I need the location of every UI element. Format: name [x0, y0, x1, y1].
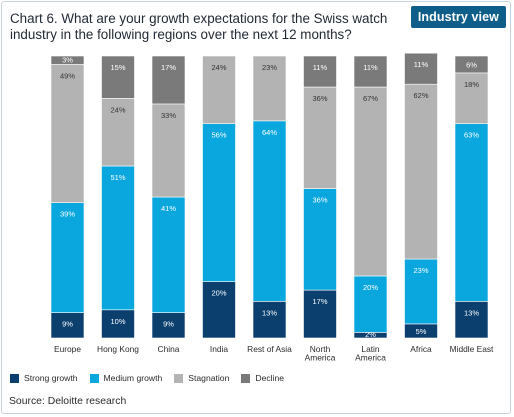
data-label-north-america-decline: 11% [313, 63, 328, 72]
bar-segment-middle-east-stagnation [454, 72, 489, 124]
data-label-hong-kong-stagnation: 24% [110, 105, 125, 114]
bar-segment-rest-of-asia-strong-growth [252, 301, 287, 339]
data-label-europe-decline: 3% [62, 55, 73, 64]
data-label-latin-america-stagnation: 67% [363, 94, 378, 103]
category-label-india: India [210, 344, 229, 354]
bar-segment-africa-decline [404, 52, 438, 85]
category-label-middle-east: Middle East [450, 344, 494, 354]
data-label-china-decline: 17% [161, 63, 176, 72]
data-label-china-strong-growth: 9% [163, 320, 174, 329]
bar-segment-middle-east-decline [454, 55, 489, 74]
data-label-india-strong-growth: 20% [211, 289, 226, 298]
category-label-china: China [158, 344, 180, 354]
bar-segment-north-america-stagnation [303, 86, 337, 189]
category-label-africa: Africa [410, 344, 432, 354]
data-label-north-america-medium-growth: 36% [312, 196, 327, 205]
data-label-middle-east-stagnation: 18% [464, 80, 479, 89]
bar-segment-rest-of-asia-stagnation [252, 55, 287, 122]
bar-segment-india-stagnation [202, 55, 236, 124]
bar-segment-europe-stagnation [50, 64, 85, 203]
legend-swatch-stagnation [174, 373, 184, 383]
bar-segment-latin-america-decline [353, 55, 388, 88]
bar-segment-latin-america-stagnation [353, 86, 388, 277]
bar-segment-north-america-decline [303, 55, 337, 88]
legend-label-medium-growth: Medium growth [103, 373, 163, 383]
category-label-latin-america: Latin America [355, 344, 386, 363]
data-label-india-stagnation: 24% [211, 63, 226, 72]
legend-label-stagnation: Stagnation [188, 373, 230, 383]
bar-segment-hong-kong-decline [101, 55, 135, 99]
data-label-africa-decline: 11% [414, 60, 429, 69]
data-label-middle-east-medium-growth: 63% [464, 131, 479, 140]
bar-segment-china-medium-growth [151, 196, 186, 313]
industry-view-badge: Industry view [410, 6, 506, 28]
source-note: Source: Deloitte research [9, 396, 127, 407]
data-label-hong-kong-strong-growth: 10% [110, 317, 125, 326]
category-label-hong-kong: Hong Kong [97, 344, 139, 354]
legend-swatch-medium-growth [89, 373, 99, 383]
chart-title: Chart 6. What are your growth expectatio… [10, 11, 388, 42]
bar-segment-china-decline [151, 55, 186, 105]
legend-swatch-decline [241, 373, 251, 383]
legend-label-decline: Decline [255, 373, 285, 383]
bar-segment-latin-america-medium-growth [353, 275, 388, 333]
data-label-europe-stagnation: 49% [60, 71, 75, 80]
data-label-rest-of-asia-medium-growth: 64% [262, 128, 277, 137]
bar-segment-middle-east-medium-growth [454, 123, 489, 302]
data-label-europe-medium-growth: 39% [60, 210, 75, 219]
chart-legend: Strong growth Medium growth Stagnation D… [10, 371, 284, 385]
category-label-north-america: North America [305, 344, 336, 363]
data-label-africa-stagnation: 62% [413, 91, 428, 100]
category-label-rest-of-asia: Rest of Asia [247, 344, 292, 354]
data-label-rest-of-asia-strong-growth: 13% [262, 308, 277, 317]
data-label-middle-east-decline: 6% [466, 60, 477, 69]
bar-segment-europe-medium-growth [50, 202, 85, 313]
data-label-india-medium-growth: 56% [211, 131, 226, 140]
data-label-latin-america-strong-growth: 2% [365, 330, 376, 339]
data-label-north-america-strong-growth: 17% [312, 297, 327, 306]
bar-segment-hong-kong-stagnation [101, 98, 135, 167]
data-label-africa-strong-growth: 5% [416, 327, 427, 336]
data-label-north-america-stagnation: 36% [312, 94, 327, 103]
bar-segment-hong-kong-medium-growth [101, 165, 135, 311]
bar-segment-africa-stagnation [404, 83, 438, 260]
data-label-latin-america-decline: 11% [363, 63, 378, 72]
bar-segment-china-strong-growth [151, 312, 186, 339]
bar-segment-hong-kong-strong-growth [101, 309, 135, 339]
legend-item-decline: Decline [241, 373, 284, 383]
bar-segment-rest-of-asia-medium-growth [252, 120, 287, 302]
bar-segment-africa-medium-growth [404, 258, 438, 325]
data-label-china-stagnation: 33% [161, 111, 176, 120]
category-label-europe: Europe [54, 344, 81, 354]
bar-segment-europe-decline [50, 55, 85, 65]
data-label-china-medium-growth: 41% [161, 204, 176, 213]
legend-swatch-strong-growth [10, 373, 19, 383]
data-label-europe-strong-growth: 9% [62, 320, 73, 329]
legend-item-strong-growth: Strong growth [10, 373, 78, 383]
bar-segment-china-stagnation [151, 103, 186, 198]
bar-segment-north-america-strong-growth [303, 289, 337, 339]
bar-segment-middle-east-strong-growth [454, 301, 489, 339]
bar-segment-europe-strong-growth [50, 312, 85, 339]
bar-segment-india-medium-growth [202, 123, 236, 282]
legend-item-stagnation: Stagnation [174, 373, 229, 383]
legend-label-strong-growth: Strong growth [24, 373, 78, 383]
data-label-middle-east-strong-growth: 13% [464, 308, 479, 317]
data-label-hong-kong-decline: 15% [110, 63, 125, 72]
data-label-latin-america-medium-growth: 20% [363, 283, 378, 292]
legend-item-medium-growth: Medium growth [89, 373, 163, 383]
data-label-rest-of-asia-stagnation: 23% [262, 63, 277, 72]
data-label-africa-medium-growth: 23% [413, 266, 428, 275]
data-label-hong-kong-medium-growth: 51% [110, 173, 125, 182]
